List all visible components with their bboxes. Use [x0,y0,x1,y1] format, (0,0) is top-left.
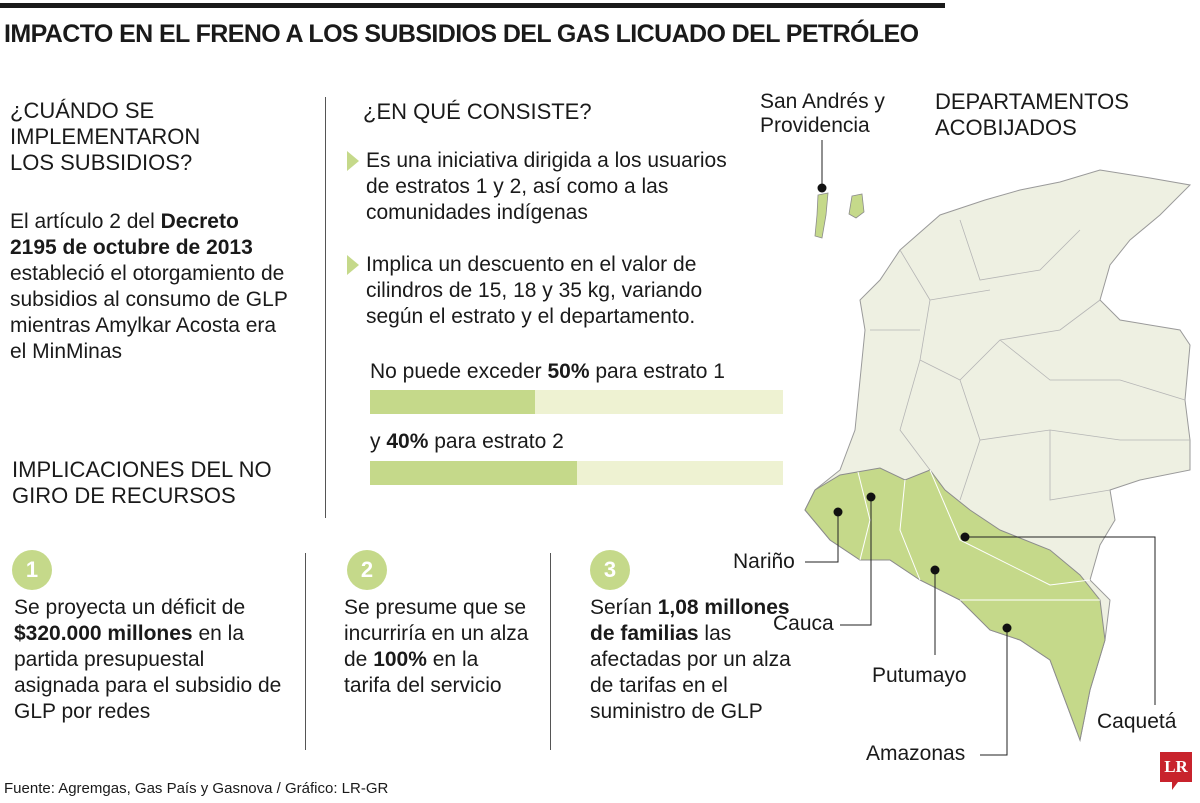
label-caqueta: Caquetá [1097,710,1177,733]
text: y [370,430,387,453]
label-putumayo: Putumayo [872,664,967,687]
bar1-label: No puede exceder 50% para estrato 1 [370,359,725,385]
text: para estrato 2 [428,430,564,453]
when-heading: ¿CUÁNDO SE IMPLEMENTARON LOS SUBSIDIOS? [10,98,200,176]
heading-line: ACOBIJADOS [935,115,1077,140]
label-line: San Andrés y [760,90,885,113]
dot-putumayo [930,565,940,575]
highlighted-departments [804,467,1106,742]
text: en la partida presupuestal asignada para… [14,622,282,723]
amount-bold: 1,08 millones de familias [590,596,790,645]
bar-fill [370,390,536,414]
number-badge: 1 [12,550,52,590]
bullet-arrow-icon [347,255,359,275]
what-heading: ¿EN QUÉ CONSISTE? [363,99,592,124]
providencia-island [848,193,865,219]
location-dots [817,183,1012,633]
percent-bold: 40% [386,430,429,453]
bar2-label: y 40% para estrato 2 [370,429,564,455]
colombia-base-shape [804,169,1192,742]
heading-line: LOS SUBSIDIOS? [10,150,193,175]
map-heading: DEPARTAMENTOS ACOBIJADOS [935,89,1129,141]
column-divider [325,97,326,518]
label-narino: Nariño [733,550,795,573]
heading-line: IMPLEMENTARON [10,124,201,149]
text: Se presume que se incurriría en un alza … [344,596,529,671]
label-line: Providencia [760,114,870,137]
dot-caqueta [960,532,970,542]
point-text: Serían 1,08 millones de familias las afe… [590,595,795,725]
estrato1-bar [370,390,783,414]
top-rule [0,3,945,8]
number-badge: 3 [590,550,630,590]
label-amazonas: Amazonas [866,742,966,765]
heading-line: DEPARTAMENTOS [935,89,1129,114]
bar-fill [370,461,577,485]
implications-heading: IMPLICACIONES DEL NO GIRO DE RECURSOS [12,457,272,509]
text: las afectadas por un alza de tarifas en … [590,622,791,723]
dot-san-andres [817,183,827,193]
text: en la tarifa del servicio [344,648,502,697]
text: Serían [590,596,658,619]
estrato2-bar [370,461,783,485]
dot-amazonas [1002,623,1012,633]
text: No puede exceder [370,360,548,383]
point-text: Se proyecta un déficit de $320.000 millo… [14,595,284,725]
source-note: Fuente: Agremgas, Gas País y Gasnova / G… [4,780,389,797]
text: estableció el otorgamiento de subsidios … [10,262,288,363]
when-text: El artículo 2 del Decreto 2195 de octubr… [10,209,290,365]
bullet-text: Es una iniciativa dirigida a los usuario… [366,149,727,224]
number-badge: 2 [347,550,387,590]
heading-line: GIRO DE RECURSOS [12,483,236,508]
text: para estrato 1 [589,360,725,383]
column-divider [550,553,551,750]
percent-bold: 50% [547,360,590,383]
bullet-text: Implica un descuento en el valor de cili… [366,253,703,328]
lr-logo: LR [1160,752,1192,790]
amount-bold: 100% [373,648,427,671]
column-divider [305,553,306,750]
page-title: IMPACTO EN EL FRENO A LOS SUBSIDIOS DEL … [4,20,919,48]
heading-line: IMPLICACIONES DEL NO [12,457,272,482]
label-san-andres: San Andrés y Providencia [760,90,885,138]
san-andres-island [814,192,829,239]
department-borders [870,219,1190,501]
highlighted-borders [857,469,1100,601]
heading-line: ¿CUÁNDO SE [10,98,155,123]
bullet-arrow-icon [347,151,359,171]
dot-cauca [866,492,876,502]
decree-bold: Decreto 2195 de octubre de 2013 [10,210,253,259]
text: Se proyecta un déficit de [14,596,246,619]
point-text: Se presume que se incurriría en un alza … [344,595,529,699]
label-cauca: Cauca [773,612,834,635]
text: El artículo 2 del [10,210,161,233]
dot-narino [833,507,843,517]
amount-bold: $320.000 millones [14,622,193,645]
leader-lines [805,140,1156,756]
